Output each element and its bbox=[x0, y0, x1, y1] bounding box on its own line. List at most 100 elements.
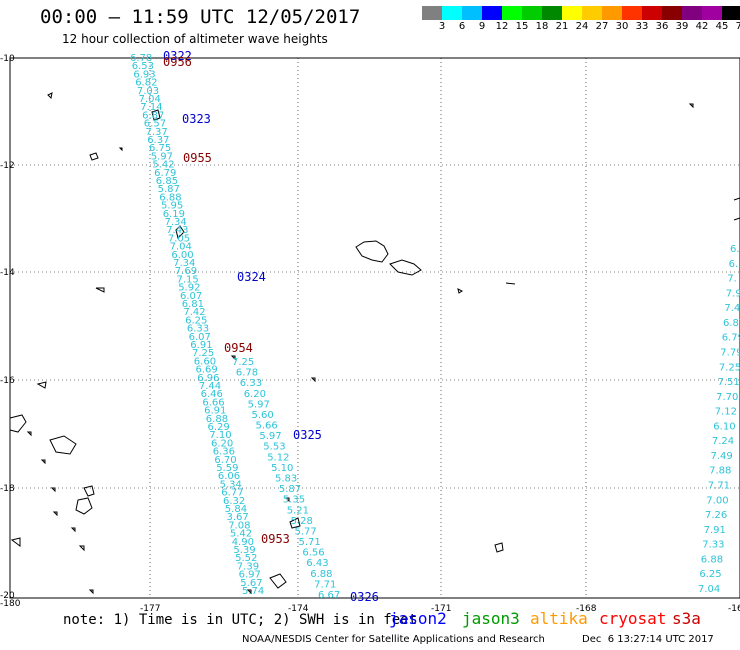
swh-value: 7.33 bbox=[702, 540, 724, 551]
swh-value: 7.04 bbox=[139, 94, 161, 105]
colorbar-swatch bbox=[682, 6, 702, 20]
swh-value: 6.57 bbox=[144, 119, 166, 130]
swh-value: 6.91 bbox=[204, 406, 226, 417]
swh-value: 7.05 bbox=[168, 233, 190, 244]
colorbar-labels: 36912151821242730333639424570(ft) bbox=[422, 21, 740, 33]
swh-value: 6.85 bbox=[156, 176, 178, 187]
colorbar-label: 15 bbox=[515, 21, 529, 32]
track-1-values: 6.786.536.936.827.037.047.146.876.577.37… bbox=[130, 53, 264, 597]
swh-value: 7.4 bbox=[724, 303, 740, 314]
lat-tick: -10 bbox=[0, 54, 15, 64]
colorbar-swatch bbox=[542, 6, 562, 20]
swh-value: 6.88 bbox=[701, 554, 723, 565]
swh-value: 6.60 bbox=[194, 356, 216, 367]
swh-value: 6.33 bbox=[240, 378, 262, 389]
colorbar-label: 33 bbox=[635, 21, 649, 32]
swh-value: 6. bbox=[729, 259, 739, 270]
pass-time-label: 0325 bbox=[293, 428, 322, 442]
swh-value: 6.37 bbox=[147, 135, 169, 146]
swh-value: 5.92 bbox=[178, 283, 200, 294]
swh-value: 7.70 bbox=[716, 392, 738, 403]
swh-value: 5.74 bbox=[242, 586, 264, 597]
island-savaii bbox=[389, 259, 422, 276]
swh-value: 5.66 bbox=[256, 421, 278, 432]
colorbar-swatch bbox=[422, 6, 442, 20]
pass-time-label: 0326 bbox=[350, 590, 379, 604]
swh-value: 7.08 bbox=[228, 520, 250, 531]
swh-value: 5.87 bbox=[279, 484, 301, 495]
swh-value: 7.44 bbox=[199, 381, 221, 392]
credit-footer: NOAA/NESDIS Center for Satellite Applica… bbox=[242, 634, 545, 645]
swh-value: 6.87 bbox=[723, 318, 740, 329]
lat-tick: -12 bbox=[0, 161, 15, 171]
swh-value: 7.03 bbox=[137, 86, 159, 97]
colorbar-swatch bbox=[662, 6, 682, 20]
swh-value: 6.53 bbox=[132, 61, 154, 72]
swh-value: 6.06 bbox=[218, 471, 240, 482]
lat-tick: -16 bbox=[0, 376, 15, 386]
swh-value: 7. bbox=[727, 274, 737, 285]
swh-value: 6.75 bbox=[149, 143, 171, 154]
swh-value: 6.19 bbox=[163, 209, 185, 220]
colorbar bbox=[422, 6, 740, 20]
swh-value: 5.39 bbox=[233, 545, 255, 556]
swh-value: 6.79 bbox=[154, 168, 176, 179]
swh-value: 6.33 bbox=[187, 324, 209, 335]
swh-value: 6.46 bbox=[201, 389, 223, 400]
swh-value: 5.97 bbox=[259, 431, 281, 442]
colorbar-label: 6 bbox=[458, 21, 466, 32]
swh-value: 6.07 bbox=[189, 332, 211, 343]
lon-tick: -16 bbox=[728, 604, 740, 614]
swh-value: 6. bbox=[730, 244, 740, 255]
swh-value: 5.42 bbox=[152, 160, 174, 171]
swh-value: 7.42 bbox=[183, 307, 205, 318]
swh-value: 6.29 bbox=[208, 422, 230, 433]
swh-value: 6.88 bbox=[310, 569, 332, 580]
colorbar-swatch bbox=[722, 6, 740, 20]
lat-tick: -18 bbox=[0, 484, 15, 494]
swh-value: 6.91 bbox=[190, 340, 212, 351]
swh-value: 6.87 bbox=[142, 110, 164, 121]
swh-value: 5.42 bbox=[230, 529, 252, 540]
swh-value: 7.51 bbox=[718, 377, 740, 388]
colorbar-swatch bbox=[702, 6, 722, 20]
swh-value: 4.90 bbox=[232, 537, 254, 548]
colorbar-swatch bbox=[442, 6, 462, 20]
swh-value: 6.25 bbox=[185, 315, 207, 326]
swh-value: 6.67 bbox=[318, 590, 340, 601]
map-gridlines bbox=[10, 58, 740, 598]
swh-value: 7.25 bbox=[719, 362, 740, 373]
colorbar-label: 27 bbox=[595, 21, 609, 32]
swh-value: 5.28 bbox=[291, 516, 313, 527]
swh-value: 6.78 bbox=[130, 53, 152, 64]
swh-value: 7.15 bbox=[177, 274, 199, 285]
legend-cryosat: cryosat bbox=[599, 609, 667, 628]
swh-value: 6.20 bbox=[211, 438, 233, 449]
swh-value: 6.66 bbox=[202, 397, 224, 408]
track-3-values: 6. 6. 7. 7.9 7.4 6.87 6.79 7.79 7.25 7.51 7.70 7.12… bbox=[698, 244, 740, 595]
swh-value: 5.52 bbox=[235, 553, 257, 564]
colorbar-swatch bbox=[622, 6, 642, 20]
colorbar-label: 45 bbox=[715, 21, 729, 32]
swh-value: 5.83 bbox=[275, 474, 297, 485]
lon-tick: -180 bbox=[0, 599, 21, 609]
swh-value: 6.70 bbox=[214, 455, 236, 466]
swh-value: 7.9 bbox=[726, 288, 740, 299]
swh-value: 5.53 bbox=[263, 442, 285, 453]
colorbar-label: 39 bbox=[675, 21, 689, 32]
colorbar-swatch bbox=[522, 6, 542, 20]
track-2-values: 7.256.786.336.205.975.605.665.975.535.12… bbox=[232, 357, 340, 601]
page-title: 00:00 – 11:59 UTC 12/05/2017 bbox=[40, 6, 361, 28]
colorbar-swatch bbox=[602, 6, 622, 20]
swh-value: 6.00 bbox=[171, 250, 193, 261]
swh-value: 6.77 bbox=[221, 488, 243, 499]
lat-tick: -20 bbox=[0, 591, 15, 601]
swh-value: 6.79 bbox=[722, 333, 740, 344]
swh-value: 7.04 bbox=[170, 242, 192, 253]
swh-value: 6.36 bbox=[213, 447, 235, 458]
colorbar-label: 36 bbox=[655, 21, 669, 32]
colorbar-label: 9 bbox=[478, 21, 486, 32]
colorbar-label: 70 bbox=[735, 21, 740, 32]
swh-value: 7.34 bbox=[173, 258, 195, 269]
